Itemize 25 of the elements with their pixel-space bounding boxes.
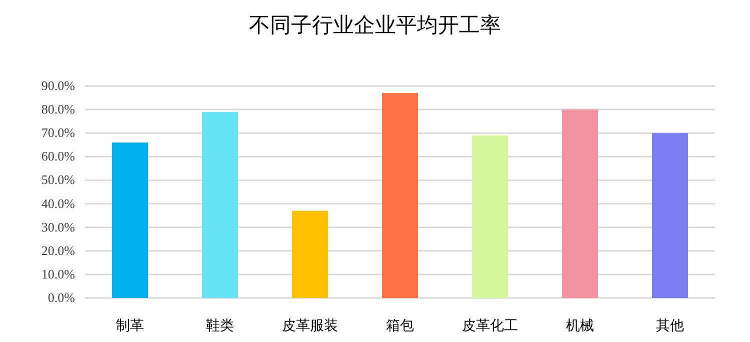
- y-tick-label: 40.0%: [41, 196, 76, 211]
- x-tick-label: 机械: [566, 318, 594, 334]
- x-tick-label: 皮革服装: [282, 318, 338, 334]
- x-tick-label: 其他: [656, 318, 684, 334]
- bar: [202, 112, 238, 298]
- y-tick-label: 0.0%: [48, 290, 76, 305]
- y-tick-label: 10.0%: [41, 266, 76, 282]
- bar: [382, 93, 418, 298]
- y-tick-label: 20.0%: [41, 242, 76, 258]
- bar: [112, 142, 148, 298]
- y-tick-label: 30.0%: [41, 219, 76, 234]
- bar: [472, 135, 508, 298]
- x-tick-label: 鞋类: [206, 318, 234, 334]
- bar: [562, 110, 598, 298]
- y-tick-label: 90.0%: [41, 78, 76, 93]
- chart-title: 不同子行业企业平均开工率: [249, 13, 501, 37]
- x-tick-label: 皮革化工: [462, 318, 518, 334]
- bar: [292, 210, 328, 298]
- bar: [652, 133, 688, 298]
- y-tick-label: 80.0%: [41, 102, 76, 117]
- y-tick-label: 60.0%: [41, 148, 76, 164]
- y-tick-label: 70.0%: [41, 125, 76, 140]
- x-tick-label: 制革: [116, 318, 144, 334]
- y-tick-label: 50.0%: [41, 172, 76, 188]
- x-tick-label: 箱包: [386, 318, 414, 334]
